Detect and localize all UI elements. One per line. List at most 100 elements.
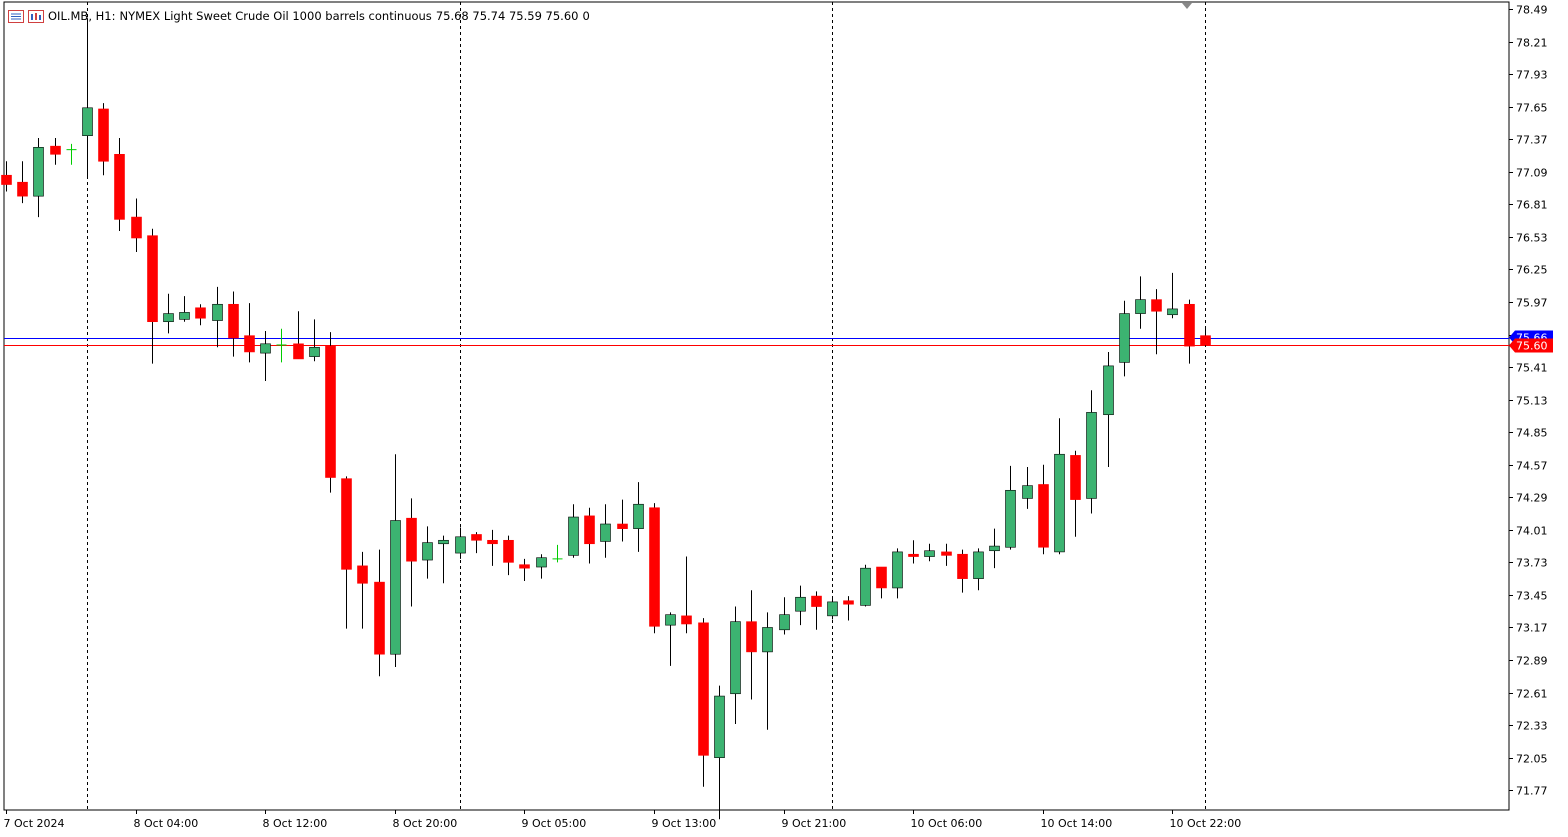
candle[interactable]	[584, 507, 595, 564]
candle[interactable]	[82, 18, 93, 178]
candle[interactable]	[406, 498, 417, 607]
candle[interactable]	[309, 319, 320, 362]
candle[interactable]	[1135, 276, 1146, 329]
candle[interactable]	[163, 293, 174, 334]
candle-body	[33, 147, 44, 197]
candle[interactable]	[422, 526, 433, 579]
candles[interactable]	[1, 18, 1211, 820]
candle[interactable]	[568, 504, 579, 558]
candle[interactable]	[892, 548, 903, 599]
candle-body	[1038, 484, 1049, 548]
candle[interactable]	[633, 482, 644, 552]
candle[interactable]	[98, 103, 109, 176]
candle[interactable]	[1022, 467, 1033, 509]
candle[interactable]	[50, 138, 61, 165]
candle-body	[17, 181, 28, 197]
candle[interactable]	[455, 527, 466, 559]
candle[interactable]	[1038, 464, 1049, 555]
candle[interactable]	[228, 291, 239, 357]
candle[interactable]	[730, 606, 741, 724]
candle[interactable]	[438, 535, 449, 584]
price-axis[interactable]: 78.49 78.21 77.93 77.65 77.37 77.09 76.81 76.53…	[1509, 4, 1548, 798]
candle[interactable]	[973, 548, 984, 591]
candle[interactable]	[795, 585, 806, 626]
candle[interactable]	[147, 228, 158, 364]
y-tick-label: 77.93	[1516, 69, 1548, 82]
candle[interactable]	[860, 564, 871, 607]
candle[interactable]	[908, 540, 919, 564]
candle[interactable]	[1086, 390, 1097, 514]
chart-shift-marker-icon[interactable]	[1182, 3, 1192, 9]
candle[interactable]	[487, 529, 498, 566]
candle[interactable]	[989, 528, 1000, 569]
candle[interactable]	[1167, 272, 1178, 319]
candle[interactable]	[957, 549, 968, 593]
candle[interactable]	[1, 161, 12, 192]
candle[interactable]	[195, 304, 206, 326]
x-tick-label: 10 Oct 22:00	[1170, 817, 1242, 830]
candle-body	[1070, 455, 1081, 500]
candle[interactable]	[1200, 328, 1211, 347]
candle-body	[471, 534, 482, 541]
candle-body	[195, 307, 206, 319]
candle[interactable]	[617, 499, 628, 542]
candle[interactable]	[66, 143, 77, 165]
candle[interactable]	[1005, 465, 1016, 550]
candle[interactable]	[552, 544, 563, 563]
candle[interactable]	[1184, 299, 1195, 364]
candle[interactable]	[1151, 289, 1162, 355]
candle[interactable]	[131, 198, 142, 252]
candle[interactable]	[698, 618, 709, 787]
candle-body	[1, 174, 12, 185]
candle[interactable]	[33, 138, 44, 218]
candle[interactable]	[779, 597, 790, 635]
chart-list-icon[interactable]	[8, 9, 24, 23]
candle[interactable]	[471, 532, 482, 554]
candle-body	[1022, 485, 1033, 499]
candle[interactable]	[212, 286, 223, 348]
time-axis[interactable]: 7 Oct 2024 8 Oct 04:00 8 Oct 12:00 8 Oct 20…	[4, 810, 1242, 830]
candle[interactable]	[665, 612, 676, 666]
candle[interactable]	[843, 596, 854, 621]
candle[interactable]	[17, 161, 28, 204]
y-tick-label: 75.41	[1516, 362, 1548, 375]
candle[interactable]	[1119, 300, 1130, 377]
candle[interactable]	[649, 503, 660, 634]
candle[interactable]	[341, 476, 352, 629]
candle[interactable]	[714, 685, 725, 820]
candle-body	[147, 235, 158, 323]
chart-window-icon[interactable]	[28, 9, 44, 23]
candle-body	[843, 600, 854, 605]
candle[interactable]	[827, 597, 838, 620]
candle[interactable]	[114, 138, 125, 232]
candle[interactable]	[681, 556, 692, 634]
candle[interactable]	[811, 591, 822, 630]
candle[interactable]	[1070, 450, 1081, 537]
candle[interactable]	[536, 554, 547, 579]
candle[interactable]	[390, 454, 401, 668]
candle-body	[876, 566, 887, 589]
candle[interactable]	[1054, 418, 1065, 555]
candle[interactable]	[293, 311, 304, 360]
candle[interactable]	[357, 551, 368, 629]
candle[interactable]	[876, 566, 887, 599]
candle[interactable]	[276, 328, 287, 363]
candle-body	[341, 478, 352, 570]
candle[interactable]	[244, 303, 255, 363]
candle-body	[244, 335, 255, 353]
candle[interactable]	[600, 504, 611, 558]
candle[interactable]	[503, 535, 514, 576]
candle[interactable]	[746, 590, 757, 700]
candle[interactable]	[325, 332, 336, 493]
candle[interactable]	[179, 296, 190, 322]
candle[interactable]	[924, 543, 935, 562]
candle[interactable]	[762, 612, 773, 730]
candle[interactable]	[519, 558, 530, 581]
candle[interactable]	[941, 543, 952, 566]
candle[interactable]	[1103, 351, 1114, 468]
candle[interactable]	[374, 549, 385, 677]
candle-body	[681, 615, 692, 625]
candle-body	[957, 553, 968, 579]
candle[interactable]	[260, 331, 271, 382]
